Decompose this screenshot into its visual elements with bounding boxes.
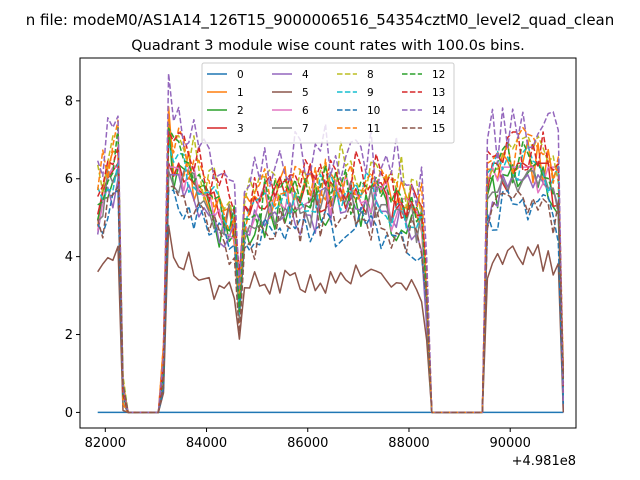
x-tick-label: 84000 — [186, 436, 227, 451]
plot-frame — [79, 57, 577, 429]
legend-label-6: 6 — [302, 105, 309, 117]
x-axis: 82000 84000 86000 88000 90000 — [85, 428, 531, 451]
legend-label-10: 10 — [367, 105, 380, 117]
x-offset-label: +4.981e8 — [512, 454, 576, 469]
series-line-5 — [97, 224, 565, 414]
legend-frame — [201, 62, 455, 144]
legend-label-3: 3 — [237, 123, 244, 135]
y-tick-label: 6 — [65, 172, 73, 187]
legend-label-1: 1 — [237, 87, 244, 99]
legend-label-9: 9 — [367, 87, 374, 99]
x-tick-label: 82000 — [85, 436, 126, 451]
legend-label-15: 15 — [432, 123, 445, 135]
series-line-15 — [96, 185, 565, 414]
y-tick-label: 0 — [65, 406, 73, 421]
figure-suptitle: n file: modeM0/AS1A14_126T15_9000006516_… — [26, 11, 615, 30]
legend-label-11: 11 — [367, 123, 380, 135]
x-tick-label: 88000 — [388, 436, 429, 451]
chart-title: Quadrant 3 module wise count rates with … — [131, 38, 525, 54]
legend-label-5: 5 — [302, 87, 309, 99]
legend-label-12: 12 — [432, 69, 445, 81]
y-tick-label: 4 — [65, 250, 73, 265]
y-tick-label: 8 — [65, 94, 73, 109]
legend-label-8: 8 — [367, 69, 374, 81]
y-axis: 0 2 4 6 8 — [65, 94, 80, 421]
legend-label-2: 2 — [237, 105, 244, 117]
series-line-14 — [96, 72, 565, 414]
legend-label-4: 4 — [302, 69, 309, 81]
x-tick-label: 90000 — [490, 436, 531, 451]
x-tick-label: 86000 — [287, 436, 328, 451]
legend-label-14: 14 — [432, 105, 446, 117]
y-tick-label: 2 — [65, 328, 73, 343]
legend-label-0: 0 — [237, 69, 244, 81]
legend-label-7: 7 — [302, 123, 309, 135]
legend-label-13: 13 — [432, 87, 445, 99]
series-lines — [96, 72, 565, 414]
